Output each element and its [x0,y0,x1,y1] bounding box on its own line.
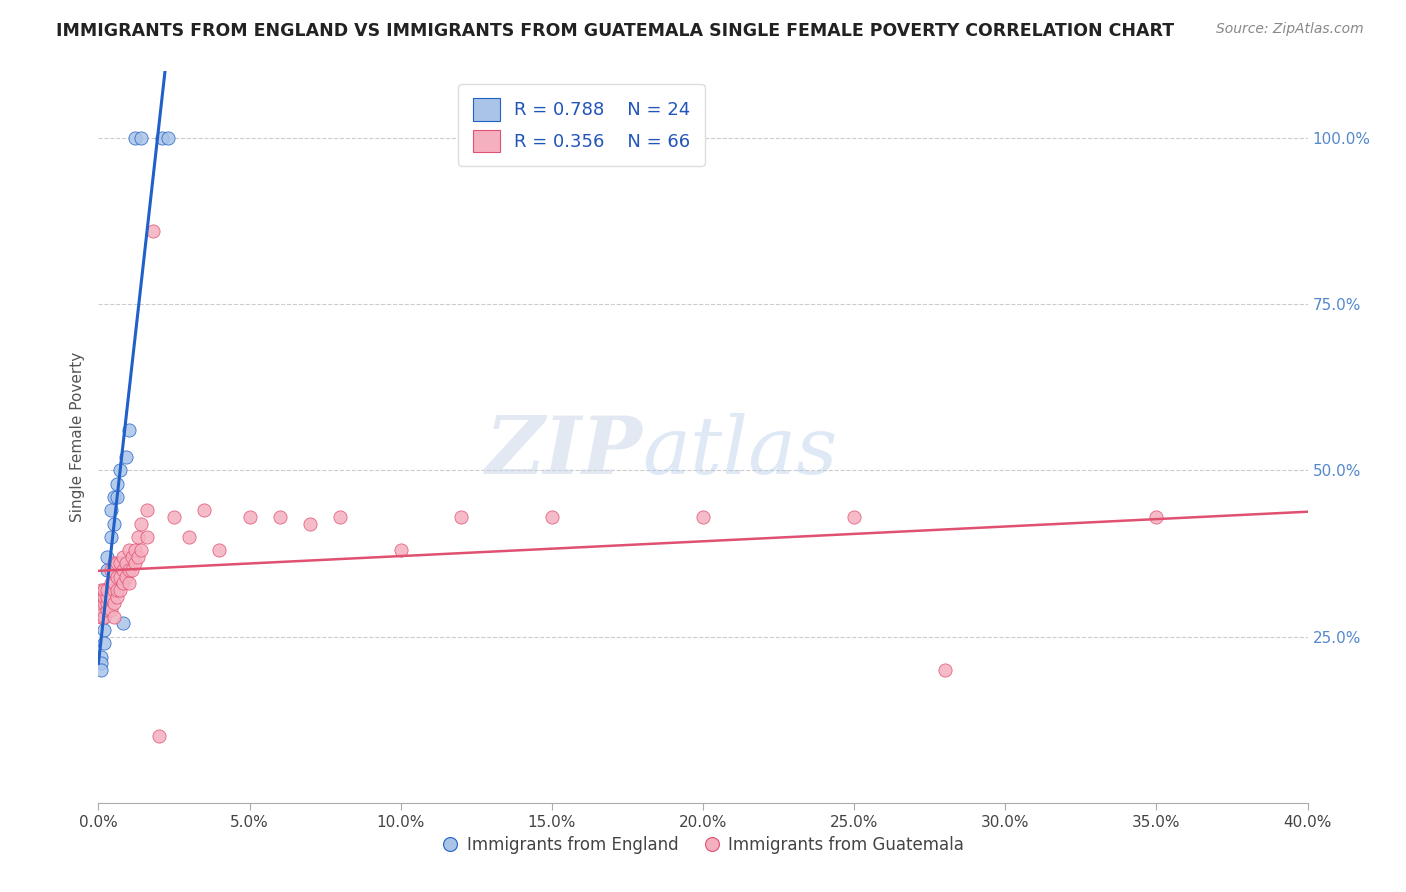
Point [692,509,714,524]
Point [105,582,128,597]
Point [118,424,141,438]
Point [129,131,152,145]
Point [90,663,112,677]
Point [114,570,136,584]
Point [90,582,112,597]
Point [118,576,141,591]
Point [108,557,131,571]
Point [135,503,157,517]
Point [93,582,115,597]
Point [148,729,170,743]
Point [127,549,149,564]
Point [96,596,118,610]
Point [96,563,118,577]
Text: ZIP: ZIP [485,413,643,491]
Point [105,557,128,571]
Point [269,509,291,524]
Point [108,570,131,584]
Point [96,549,118,564]
Point [111,576,134,591]
Point [90,590,112,604]
Point [96,603,118,617]
Point [135,530,157,544]
Point [124,557,146,571]
Point [193,503,215,517]
Point [103,490,125,504]
Point [100,563,122,577]
Point [118,543,141,558]
Point [100,530,122,544]
Point [389,543,412,558]
Point [93,609,115,624]
Text: atlas: atlas [643,413,838,491]
Point [103,596,125,610]
Point [111,616,134,631]
Point [105,590,128,604]
Point [96,582,118,597]
Point [844,509,866,524]
Point [118,563,141,577]
Point [127,530,149,544]
Point [90,603,112,617]
Point [124,131,146,145]
Point [93,623,115,637]
Point [129,516,152,531]
Point [90,609,112,624]
Point [124,543,146,558]
Point [121,563,143,577]
Point [90,609,112,624]
Point [93,582,115,597]
Point [121,549,143,564]
Point [163,509,186,524]
Point [540,509,562,524]
Point [93,636,115,650]
Point [100,576,122,591]
Point [129,543,152,558]
Point [179,530,201,544]
Text: Source: ZipAtlas.com: Source: ZipAtlas.com [1216,22,1364,37]
Point [142,224,165,238]
Point [450,509,472,524]
Point [90,656,112,670]
Point [156,131,179,145]
Point [108,463,131,477]
Point [96,596,118,610]
Point [239,509,262,524]
Point [1144,509,1167,524]
Point [105,490,128,504]
Point [299,516,322,531]
Point [103,609,125,624]
Legend: Immigrants from England, Immigrants from Guatemala: Immigrants from England, Immigrants from… [434,829,972,860]
Point [103,582,125,597]
Point [111,549,134,564]
Point [100,603,122,617]
Point [105,476,128,491]
Y-axis label: Single Female Poverty: Single Female Poverty [69,352,84,522]
Point [96,590,118,604]
Point [103,576,125,591]
Point [111,563,134,577]
Point [150,131,173,145]
Point [105,570,128,584]
Point [100,503,122,517]
Point [93,609,115,624]
Point [93,596,115,610]
Point [90,596,112,610]
Point [114,450,136,464]
Point [108,582,131,597]
Point [329,509,352,524]
Point [934,663,956,677]
Point [103,516,125,531]
Point [100,590,122,604]
Point [208,543,231,558]
Point [90,649,112,664]
Point [103,557,125,571]
Text: IMMIGRANTS FROM ENGLAND VS IMMIGRANTS FROM GUATEMALA SINGLE FEMALE POVERTY CORRE: IMMIGRANTS FROM ENGLAND VS IMMIGRANTS FR… [56,22,1174,40]
Point [114,557,136,571]
Point [93,590,115,604]
